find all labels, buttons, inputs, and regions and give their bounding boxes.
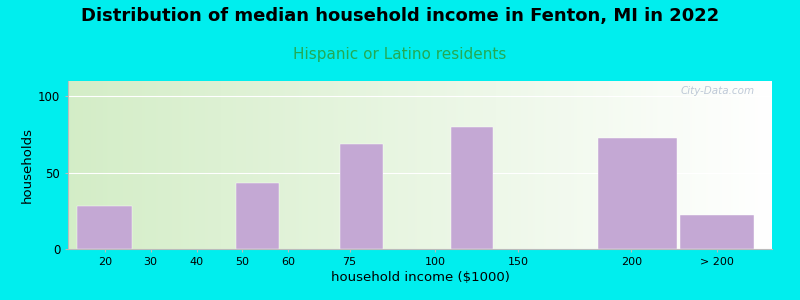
Y-axis label: households: households: [21, 127, 34, 203]
Bar: [598, 137, 677, 249]
X-axis label: household income ($1000): household income ($1000): [330, 271, 510, 284]
Bar: [77, 206, 132, 249]
Text: Hispanic or Latino residents: Hispanic or Latino residents: [294, 46, 506, 62]
Text: City-Data.com: City-Data.com: [680, 86, 754, 96]
Bar: [236, 183, 279, 249]
Text: Distribution of median household income in Fenton, MI in 2022: Distribution of median household income …: [81, 8, 719, 26]
Bar: [341, 144, 383, 249]
Bar: [680, 215, 754, 249]
Bar: [450, 127, 494, 249]
